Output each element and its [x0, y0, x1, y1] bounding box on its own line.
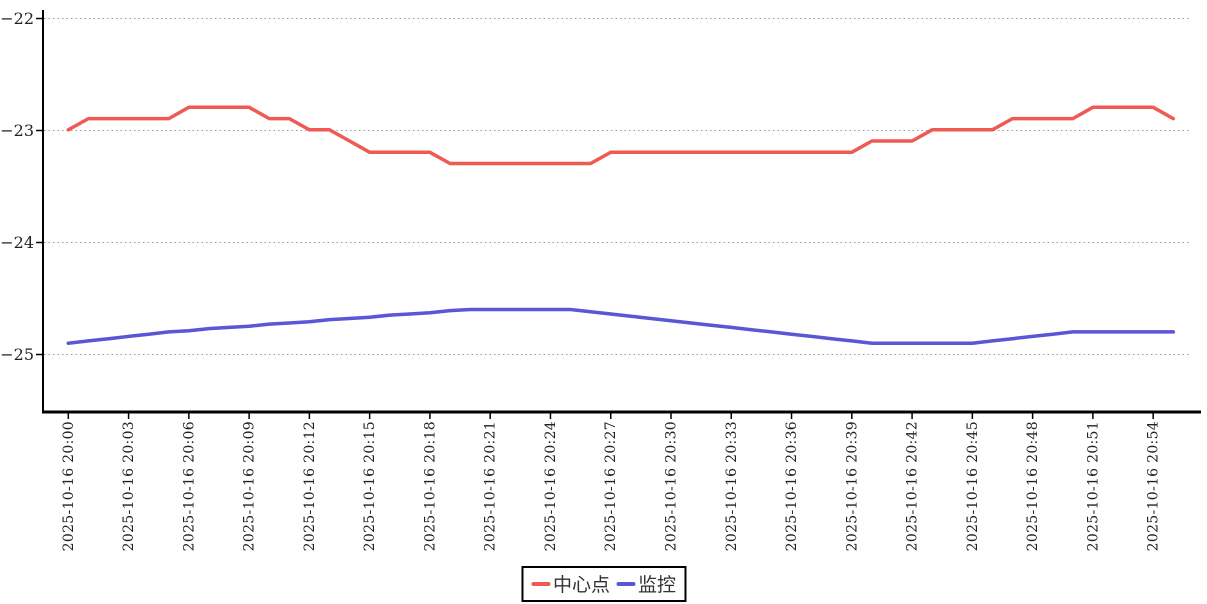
centerpoint-legend-label: 中心点 [552, 574, 610, 596]
gridlines [44, 18, 1190, 355]
x-tick-label: 2025-10-16 20:18 [422, 421, 438, 551]
x-tick-label: 2025-10-16 20:03 [121, 421, 137, 551]
y-tick-label: −24 [0, 233, 34, 252]
x-tick-label: 2025-10-16 20:42 [905, 421, 921, 551]
x-tick-label: 2025-10-16 20:54 [1146, 421, 1162, 551]
x-axis-labels: 2025-10-16 20:00 2025-10-16 20:03 2025-10-… [61, 421, 1162, 551]
x-tick-label: 2025-10-16 20:21 [483, 421, 499, 551]
x-tick-label: 2025-10-16 20:00 [61, 421, 77, 551]
y-axis-ticks [36, 17, 43, 356]
x-tick-label: 2025-10-16 20:48 [1025, 421, 1041, 551]
monitor-series-line [66, 307, 1176, 345]
x-tick-label: 2025-10-16 20:45 [965, 421, 981, 551]
x-tick-label: 2025-10-16 20:15 [362, 421, 378, 551]
centerpoint-legend-marker [530, 581, 550, 586]
x-tick-label: 2025-10-16 20:06 [181, 421, 197, 551]
monitor-legend-label: 监控 [638, 574, 677, 596]
x-tick-label: 2025-10-16 20:09 [242, 421, 258, 551]
x-tick-label: 2025-10-16 20:24 [543, 421, 559, 551]
legend-item-monitor[interactable]: 监控 [616, 570, 676, 597]
centerpoint-series-line [66, 105, 1176, 166]
x-tick-label: 2025-10-16 20:39 [844, 421, 860, 551]
x-tick-label: 2025-10-16 20:33 [724, 421, 740, 551]
y-tick-label: −22 [0, 9, 34, 28]
y-tick-label: −23 [0, 121, 34, 140]
legend-item-centerpoint[interactable]: 中心点 [530, 570, 610, 597]
y-tick-label: −25 [0, 345, 34, 364]
x-tick-label: 2025-10-16 20:51 [1085, 421, 1101, 551]
x-tick-label: 2025-10-16 20:36 [784, 421, 800, 551]
y-axis-labels: −22 −23 −24 −25 [0, 9, 34, 364]
x-tick-label: 2025-10-16 20:30 [664, 421, 680, 551]
x-axis-ticks [67, 413, 1154, 419]
monitor-legend-marker [616, 581, 635, 586]
x-tick-label: 2025-10-16 20:27 [603, 421, 619, 551]
legend: 中心点 监控 [520, 566, 687, 602]
x-tick-label: 2025-10-16 20:12 [302, 421, 318, 551]
